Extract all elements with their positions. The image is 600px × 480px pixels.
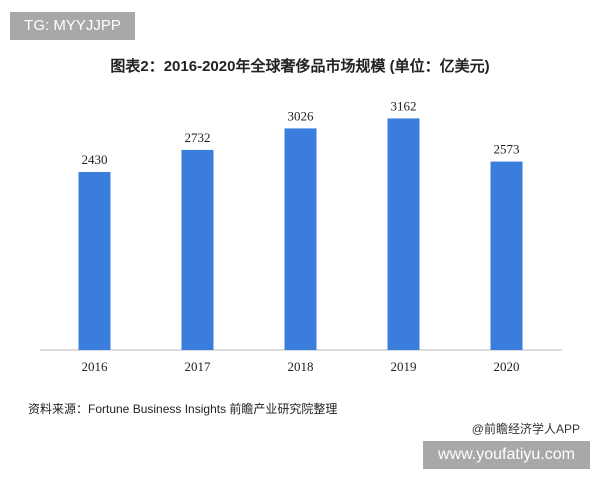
bar-2017 bbox=[181, 149, 214, 350]
bar-2019 bbox=[387, 118, 420, 351]
x-tick-label: 2020 bbox=[494, 359, 520, 374]
data-label: 2573 bbox=[494, 142, 520, 157]
watermark-bottom: www.youfatiyu.com bbox=[423, 441, 590, 469]
source-note: 资料来源：Fortune Business Insights 前瞻产业研究院整理 bbox=[28, 402, 338, 416]
data-label: 2732 bbox=[185, 130, 211, 145]
bar-2016 bbox=[78, 172, 111, 350]
bar-2018 bbox=[284, 128, 317, 350]
x-tick-label: 2017 bbox=[185, 359, 212, 374]
x-tick-label: 2018 bbox=[288, 359, 314, 374]
data-label: 2430 bbox=[82, 152, 108, 167]
watermark-top: TG: MYYJJPP bbox=[10, 12, 135, 40]
bar-2020 bbox=[490, 161, 523, 350]
credit: @前瞻经济学人APP bbox=[471, 422, 580, 436]
data-label: 3162 bbox=[391, 98, 417, 113]
x-tick-label: 2016 bbox=[82, 359, 109, 374]
data-label: 3026 bbox=[288, 108, 315, 123]
x-tick-label: 2019 bbox=[391, 359, 417, 374]
chart-title: 图表2：2016-2020年全球奢侈品市场规模 (单位：亿美元) bbox=[110, 58, 490, 75]
